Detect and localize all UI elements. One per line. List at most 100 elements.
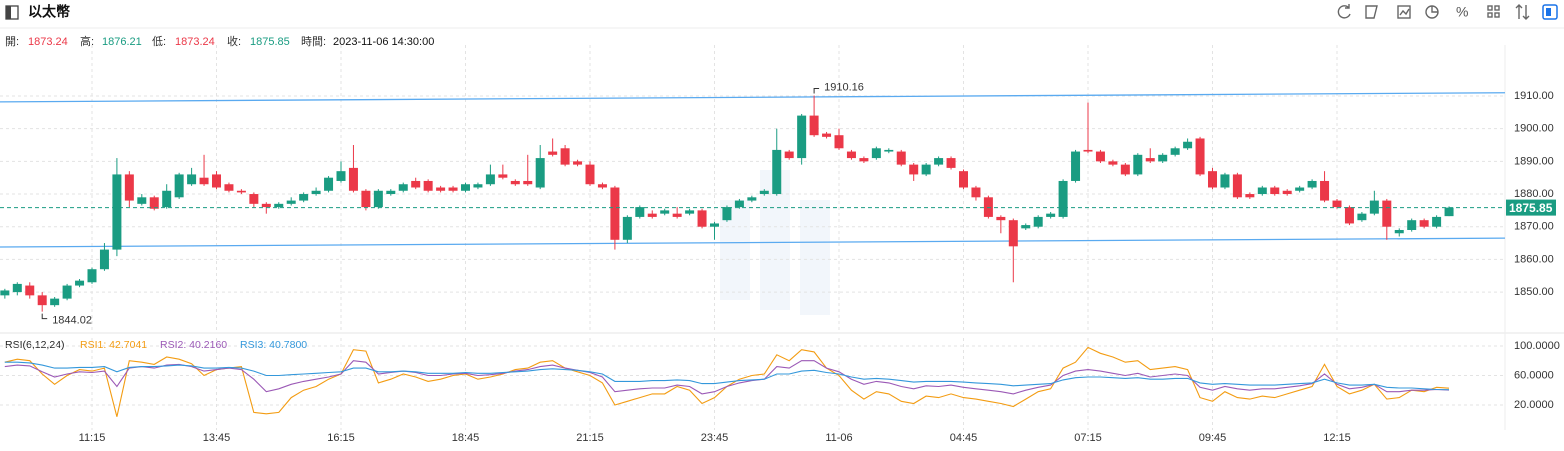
candle-body <box>1058 180 1068 217</box>
x-tick-label: 12:15 <box>1323 432 1351 444</box>
candle-body <box>822 133 832 137</box>
close-value: 1875.85 <box>250 36 290 48</box>
pie-button[interactable] <box>1425 5 1439 19</box>
candle-body <box>1158 154 1168 162</box>
candle-body <box>959 171 968 188</box>
candle-body <box>1232 174 1242 198</box>
candle-body <box>548 151 558 155</box>
refresh-button[interactable] <box>1337 4 1351 19</box>
candle-body <box>50 298 60 306</box>
candle-body <box>1245 194 1255 198</box>
candle-body <box>473 184 483 188</box>
candle-body <box>149 197 159 209</box>
candle-body <box>498 174 508 178</box>
candle-body <box>199 177 209 185</box>
candle-body <box>124 174 134 201</box>
x-tick-label: 09:45 <box>1199 432 1227 444</box>
candle-body <box>461 184 470 191</box>
candle-body <box>361 190 371 208</box>
candle-body <box>647 213 657 217</box>
candle-body <box>1083 149 1093 152</box>
candle-body <box>37 295 47 306</box>
candle-body <box>1033 216 1043 227</box>
sort-button[interactable] <box>1515 4 1530 20</box>
candle-body <box>573 161 583 165</box>
candle-body <box>660 210 670 214</box>
rsi-title: RSI(6,12,24) <box>5 339 65 351</box>
candle-body <box>1344 207 1354 224</box>
candle-body <box>734 200 744 208</box>
candle-body <box>112 174 122 250</box>
candle-body <box>1170 148 1180 155</box>
candle-body <box>212 174 221 188</box>
candle-body <box>1407 220 1417 230</box>
candle-body <box>1357 213 1367 221</box>
fullscreen-button[interactable] <box>1542 4 1558 20</box>
low-value: 1873.24 <box>175 36 215 48</box>
y-tick-label: 1880.00 <box>1514 188 1554 200</box>
candle-body <box>1008 220 1018 247</box>
x-tick-label: 13:45 <box>203 432 231 444</box>
x-tick-label: 11-06 <box>825 432 852 444</box>
title-icon <box>5 5 19 20</box>
candle-body <box>784 151 794 159</box>
min-label: 1844.02 <box>52 315 92 327</box>
legend-entry: RSI3: 40.7800 <box>240 339 307 351</box>
candle-body <box>535 158 545 188</box>
candle-body <box>971 187 981 198</box>
y-tick-label: 1910.00 <box>1514 90 1554 102</box>
open-label: 開: <box>5 35 19 48</box>
candle-body <box>710 223 719 227</box>
last-price-box <box>1506 199 1556 216</box>
candle-body <box>448 187 458 191</box>
high-label: 高: <box>80 34 94 48</box>
percent-button[interactable]: % <box>1456 4 1468 20</box>
candle-body <box>1257 187 1267 195</box>
candle-body <box>1220 174 1230 188</box>
candle-body <box>299 194 309 201</box>
time-value: 2023-11-06 14:30:00 <box>333 36 434 48</box>
candle-body <box>610 187 620 240</box>
rsi-line <box>4 361 1450 391</box>
candle-body <box>411 180 421 188</box>
candle-body <box>697 210 707 227</box>
candle-body <box>996 216 1006 221</box>
candle-body <box>722 207 732 221</box>
candle-body <box>1307 180 1317 188</box>
candle-body <box>1282 190 1292 195</box>
candle-body <box>87 269 97 283</box>
candle-body <box>1046 213 1056 217</box>
candle-body <box>747 197 757 201</box>
candle-body <box>1071 151 1081 181</box>
indicator-button[interactable] <box>1397 5 1411 19</box>
candle-body <box>510 180 520 185</box>
candle-body <box>274 203 284 208</box>
x-tick-label: 11:15 <box>79 432 106 444</box>
candle-body <box>597 184 607 188</box>
chart-title: 以太幣 <box>28 4 70 20</box>
svg-text:%: % <box>1456 4 1468 20</box>
candle-body <box>398 184 408 191</box>
max-marker <box>813 87 820 94</box>
candle-body <box>884 149 894 152</box>
candle-body <box>12 283 22 293</box>
candle-body <box>859 158 869 162</box>
layout-button[interactable] <box>1487 5 1500 18</box>
candle-body <box>946 158 956 168</box>
candle-body <box>25 285 35 296</box>
y-tick-label: 1900.00 <box>1514 123 1554 135</box>
candle-body <box>1120 164 1130 175</box>
candle-body <box>846 151 856 159</box>
candle-body <box>1419 220 1429 227</box>
y-tick-label: 100.0000 <box>1514 340 1560 352</box>
candle-body <box>386 190 396 195</box>
draw-button[interactable] <box>1365 5 1378 19</box>
candle-body <box>286 200 296 204</box>
x-tick-label: 21:15 <box>576 432 604 444</box>
legend-entry: RSI2: 40.2160 <box>160 339 227 351</box>
x-tick-label: 18:45 <box>452 432 480 444</box>
candle-body <box>909 164 919 175</box>
legend-entry: RSI1: 42.7041 <box>80 339 147 351</box>
y-tick-label: 1850.00 <box>1514 286 1554 298</box>
